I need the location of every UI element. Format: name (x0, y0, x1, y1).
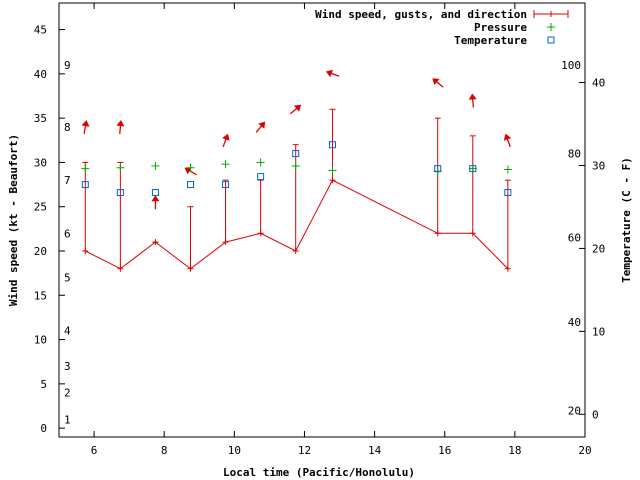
wind-speed-point (504, 265, 511, 272)
temperature-point (329, 141, 337, 149)
wind-direction-arrow (325, 69, 340, 78)
wind-speed-point (434, 230, 441, 237)
wind-speed-point (82, 248, 89, 254)
y-tick-label: 20 (34, 245, 47, 258)
x-tick-label: 6 (91, 444, 98, 457)
fahrenheit-label: 80 (568, 148, 581, 161)
fahrenheit-scale-labels: 20 40 60 80 100 (561, 59, 581, 417)
pressure-point (328, 166, 337, 175)
wind-direction-arrow (255, 121, 266, 133)
axis-ticks (59, 3, 586, 437)
wind-direction-arrow (184, 167, 197, 176)
wind-direction-arrow (503, 133, 512, 148)
legend-key-pressure (547, 23, 555, 31)
legend-key-temperature (547, 36, 555, 44)
y-tick-label: 35 (34, 112, 47, 125)
temperature-point (81, 181, 89, 189)
x-tick-label: 18 (508, 444, 521, 457)
y-tick-label: 40 (34, 68, 47, 81)
wind-speed-line (85, 179, 509, 270)
pressure-point (503, 165, 512, 174)
pressure-point (256, 158, 265, 167)
legend-key-wind (533, 10, 569, 18)
beaufort-label: 8 (64, 121, 71, 134)
temperature-point (434, 165, 442, 173)
wind-speed-point (152, 239, 159, 246)
beaufort-label: 6 (64, 227, 71, 240)
temperature-point (504, 189, 512, 197)
temperature-point (469, 165, 477, 173)
wind-speed-point (292, 248, 299, 254)
wind-direction-arrow (116, 120, 125, 135)
x-tick-label: 10 (228, 444, 241, 457)
wind-speed-point (469, 230, 476, 237)
y-axis-label: Wind speed (kt - Beaufort) (7, 134, 20, 306)
x-tick-label: 20 (578, 444, 591, 457)
pressure-point (151, 161, 160, 170)
pressure-point (291, 161, 300, 170)
temperature-point (222, 181, 230, 189)
fahrenheit-label: 60 (568, 232, 581, 245)
series-layer (81, 69, 512, 272)
beaufort-label: 7 (64, 174, 71, 187)
x-tick-label: 12 (298, 444, 311, 457)
y-tick-label: 45 (34, 24, 47, 37)
plot-frame (58, 2, 586, 438)
legend-label-temperature: Temperature (454, 34, 527, 47)
beaufort-label: 9 (64, 59, 71, 72)
temperature-point (116, 189, 124, 197)
legend-label-wind: Wind speed, gusts, and direction (315, 8, 527, 21)
wind-speed-point (257, 230, 264, 237)
y-tick-labels: 0 5 10 15 20 25 30 35 40 45 (34, 24, 47, 436)
y2-axis-label: Temperature (C - F) (620, 157, 633, 283)
x-tick-label: 16 (438, 444, 451, 457)
celsius-label: 20 (592, 242, 605, 255)
y-tick-label: 15 (34, 289, 47, 302)
celsius-label: 30 (592, 159, 605, 172)
temperature-point (187, 181, 194, 189)
wind-direction-arrow (468, 93, 477, 108)
fahrenheit-label: 20 (568, 404, 581, 417)
wind-direction-arrow (151, 195, 160, 210)
pressure-point (186, 163, 195, 172)
temperature-point (151, 189, 159, 197)
wind-direction-arrow (289, 104, 302, 115)
fahrenheit-label: 100 (561, 59, 581, 72)
temperature-point (292, 150, 300, 158)
pressure-point (116, 163, 125, 172)
beaufort-label: 5 (64, 272, 71, 285)
y-tick-label: 30 (34, 156, 47, 169)
wind-direction-arrow (432, 78, 444, 88)
pressure-point (221, 160, 230, 169)
wind-direction-arrow (222, 133, 230, 148)
beaufort-label: 3 (64, 360, 71, 373)
y-tick-label: 10 (34, 334, 47, 347)
temperature-point (257, 173, 265, 181)
celsius-label: 40 (592, 77, 605, 90)
y-tick-label: 25 (34, 201, 47, 214)
x-axis-label: Local time (Pacific/Honolulu) (223, 466, 415, 479)
wind-speed-point (187, 265, 194, 272)
x-tick-label: 8 (161, 444, 168, 457)
legend: Wind speed, gusts, and direction Pressur… (315, 8, 569, 47)
beaufort-label: 4 (64, 325, 71, 338)
celsius-label: 10 (592, 325, 605, 338)
y-tick-label: 0 (40, 422, 47, 435)
pressure-point (81, 164, 90, 173)
beaufort-scale-labels: 1 2 3 4 5 6 7 8 9 (64, 59, 71, 426)
x-tick-label: 14 (368, 444, 382, 457)
wind-direction-arrow (81, 120, 90, 135)
celsius-axis-labels: -10010203040 (592, 77, 605, 422)
x-tick-labels: 6 8 10 12 14 16 18 20 (91, 444, 592, 457)
celsius-label: 0 (592, 408, 599, 421)
beaufort-label: 1 (64, 413, 71, 426)
fahrenheit-label: 40 (568, 316, 581, 329)
y-tick-label: 5 (40, 378, 47, 391)
beaufort-label: 2 (64, 387, 71, 400)
wind-speed-point (222, 239, 229, 246)
wind-speed-point (117, 265, 124, 272)
wind-speed-point (329, 177, 336, 184)
legend-label-pressure: Pressure (474, 21, 527, 34)
